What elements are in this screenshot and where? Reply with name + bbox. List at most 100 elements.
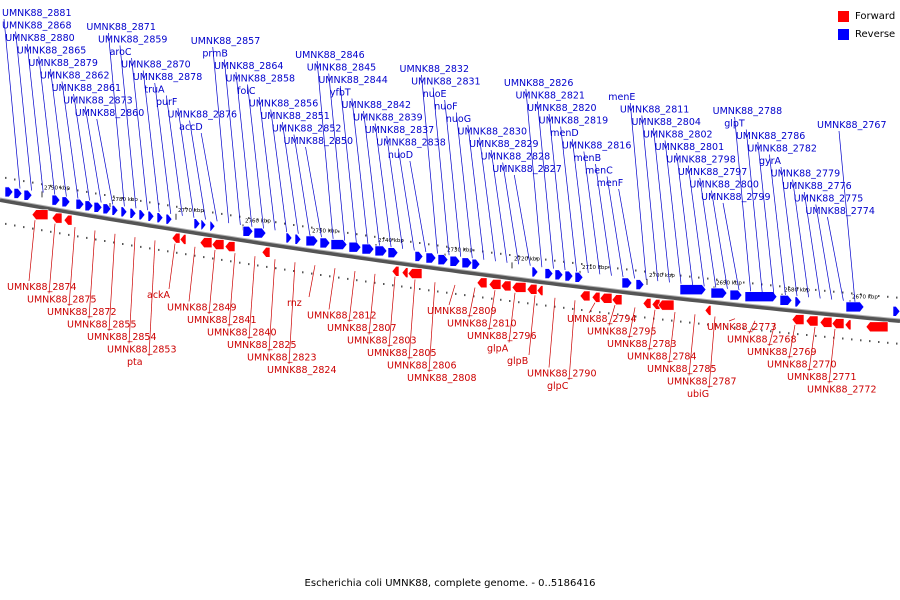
forward-leader-line (128, 237, 136, 344)
upper-tick (32, 181, 34, 184)
forward-gene (526, 284, 538, 295)
reverse-leader-line (583, 151, 601, 275)
reverse-gene-label: UMNK88_2858 (226, 74, 296, 85)
reverse-gene (120, 206, 128, 218)
reverse-gene-label: UMNK88_2837 (365, 125, 435, 136)
scale-label: 2710 kbp (582, 265, 608, 271)
lower-tick (140, 245, 142, 248)
backbone-highlight (0, 197, 900, 320)
lower-tick (743, 327, 745, 330)
reverse-gene-label: nuoF (434, 102, 457, 113)
forward-gene-label: UMNK88_2784 (627, 352, 697, 363)
upper-tick (203, 210, 205, 213)
lower-tick (374, 281, 376, 284)
upper-tick (383, 237, 385, 239)
forward-gene-label: UMNK88_2849 (167, 303, 237, 314)
upper-tick (302, 225, 304, 228)
reverse-gene-label: nuoG (446, 114, 471, 125)
legend: Forward Reverse (838, 9, 895, 45)
reverse-gene (156, 212, 164, 224)
lower-tick (797, 333, 799, 336)
forward-gene (642, 298, 652, 309)
upper-tick (815, 288, 817, 291)
forward-gene-label: UMNK88_2803 (347, 336, 417, 347)
legend-reverse-label: Reverse (855, 28, 896, 40)
forward-gene (171, 232, 181, 244)
reverse-gene-label: UMNK88_2831 (411, 77, 481, 88)
forward-swatch (838, 10, 849, 22)
lower-tick (50, 230, 52, 233)
lower-tick (59, 232, 61, 235)
upper-tick (752, 282, 754, 285)
forward-gene-label: UMNK88_2794 (567, 314, 637, 325)
upper-tick (275, 221, 277, 224)
reverse-leader-line (571, 138, 589, 273)
reverse-gene-label: prmB (202, 49, 228, 60)
reverse-gene (253, 227, 267, 239)
lower-tick (887, 341, 889, 344)
reverse-gene-label: aroC (110, 47, 132, 58)
upper-tick (437, 244, 439, 247)
upper-tick (230, 214, 232, 217)
upper-tick (545, 258, 547, 261)
forward-leader-line (768, 322, 776, 347)
upper-tick (590, 264, 592, 267)
reverse-gene (471, 258, 481, 270)
reverse-gene-label: UMNK88_2838 (376, 138, 446, 149)
forward-gene-label: UMNK88_2823 (247, 353, 317, 364)
reverse-gene-label: UMNK88_2844 (318, 75, 388, 86)
upper-tick (644, 270, 646, 273)
forward-gene-label: ubiG (687, 389, 709, 400)
lower-tick (104, 240, 106, 242)
reverse-leader-line (386, 135, 404, 249)
reverse-gene (348, 241, 362, 253)
forward-leader-line (568, 300, 576, 381)
forward-gene-label: pta (127, 357, 143, 368)
lower-tick (572, 307, 574, 310)
reverse-leader-line (189, 120, 206, 220)
forward-gene-label: UMNK88_2795 (587, 327, 657, 338)
reverse-gene (93, 201, 103, 213)
lower-tick (347, 277, 349, 280)
reverse-gene-label: yfbT (330, 88, 351, 99)
reverse-gene-label: UMNK88_2798 (666, 155, 736, 166)
reverse-leader-line (606, 176, 624, 278)
reverse-leader-line (769, 154, 786, 295)
genome-backbone (0, 198, 900, 323)
forward-leader-line (328, 268, 336, 310)
reverse-gene-label: folC (237, 86, 256, 97)
lower-tick (509, 300, 511, 302)
reverse-gene-label: truA (144, 85, 165, 96)
forward-leader-line (108, 233, 116, 332)
legend-reverse: Reverse (838, 27, 895, 41)
forward-gene-label: UMNK88_2772 (807, 385, 877, 396)
upper-tick (896, 296, 898, 299)
forward-gene (211, 239, 225, 250)
lower-tick (770, 330, 772, 333)
reverse-gene-label: UMNK88_2878 (133, 72, 203, 83)
forward-leader-line (368, 273, 376, 335)
reverse-gene (129, 207, 137, 219)
forward-gene-label: UMNK88_2840 (207, 328, 277, 339)
lower-tick (365, 280, 367, 283)
forward-gene (199, 237, 213, 248)
reverse-leader-line (722, 202, 740, 291)
forward-gene-label: UMNK88_2787 (667, 377, 737, 388)
reverse-leader-line (711, 190, 728, 289)
forward-gene-label: UMNK88_2854 (87, 332, 157, 343)
upper-tick (86, 190, 88, 193)
upper-tick (788, 286, 790, 289)
scale-label: 2680 kbp (784, 288, 810, 294)
scale-label: 2790 kbp (44, 185, 70, 191)
reverse-gene-label: menB (573, 153, 601, 164)
lower-tick (158, 248, 160, 251)
reverse-gene-label: UMNK88_2873 (63, 96, 133, 107)
upper-tick (338, 230, 340, 233)
forward-leader-line (68, 227, 76, 307)
reverse-gene (729, 289, 743, 301)
forward-leader-line (408, 279, 416, 360)
upper-tick (500, 252, 502, 255)
lower-tick (590, 310, 592, 313)
forward-leader-line (448, 284, 456, 306)
reverse-leader-line (537, 101, 554, 269)
